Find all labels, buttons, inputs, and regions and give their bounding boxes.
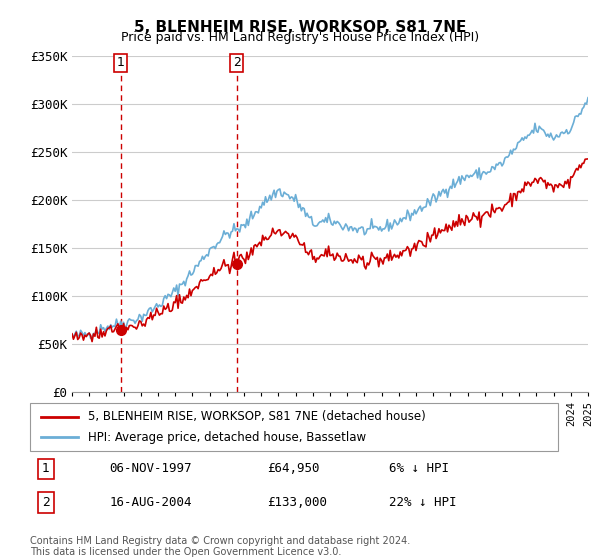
Text: 2: 2 <box>233 56 241 69</box>
FancyBboxPatch shape <box>30 403 558 451</box>
Text: Contains HM Land Registry data © Crown copyright and database right 2024.
This d: Contains HM Land Registry data © Crown c… <box>30 535 410 557</box>
Text: £64,950: £64,950 <box>268 463 320 475</box>
Text: Price paid vs. HM Land Registry's House Price Index (HPI): Price paid vs. HM Land Registry's House … <box>121 31 479 44</box>
Text: 2: 2 <box>42 496 50 509</box>
Text: 1: 1 <box>117 56 125 69</box>
Text: 06-NOV-1997: 06-NOV-1997 <box>109 463 192 475</box>
Text: HPI: Average price, detached house, Bassetlaw: HPI: Average price, detached house, Bass… <box>88 431 366 444</box>
Text: 5, BLENHEIM RISE, WORKSOP, S81 7NE (detached house): 5, BLENHEIM RISE, WORKSOP, S81 7NE (deta… <box>88 410 426 423</box>
Text: 5, BLENHEIM RISE, WORKSOP, S81 7NE: 5, BLENHEIM RISE, WORKSOP, S81 7NE <box>134 20 466 35</box>
Text: 16-AUG-2004: 16-AUG-2004 <box>109 496 192 509</box>
Text: £133,000: £133,000 <box>268 496 328 509</box>
Text: 1: 1 <box>42 463 50 475</box>
Text: 6% ↓ HPI: 6% ↓ HPI <box>389 463 449 475</box>
Text: 22% ↓ HPI: 22% ↓ HPI <box>389 496 457 509</box>
